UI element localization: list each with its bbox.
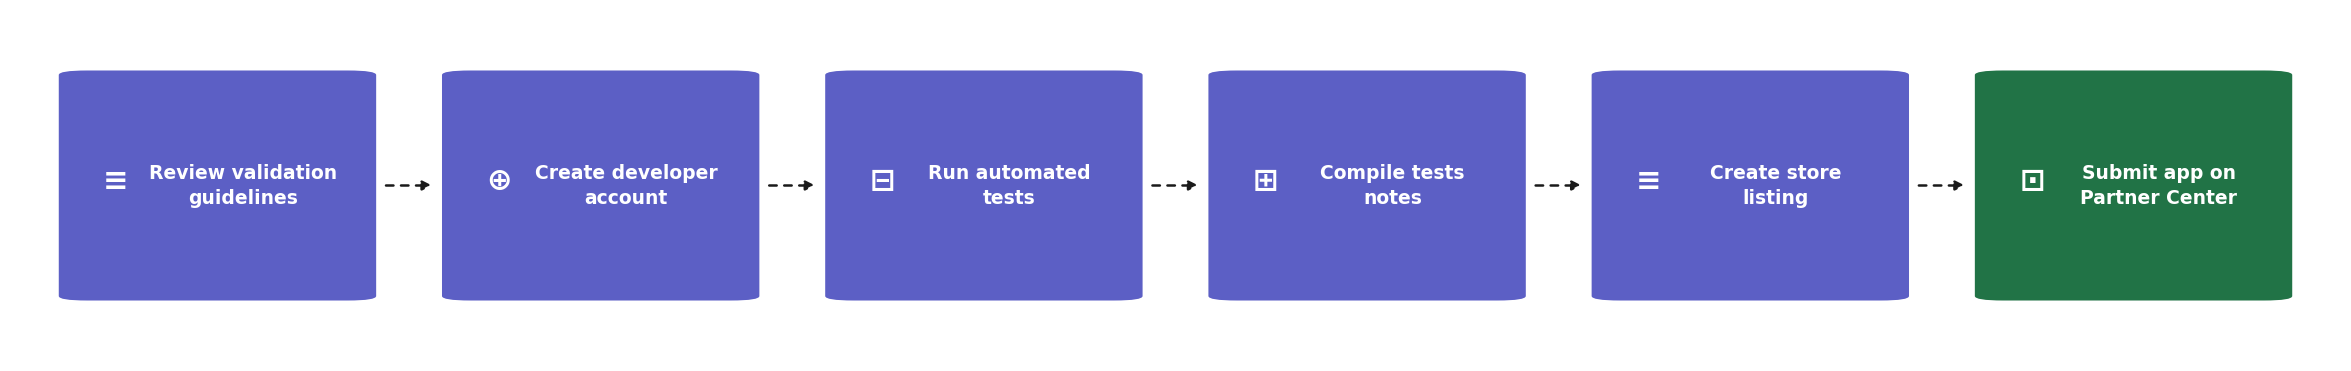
Text: Submit app on
Partner Center: Submit app on Partner Center [2081,164,2238,207]
Text: ≡: ≡ [1636,167,1662,196]
Text: ⊞: ⊞ [1253,167,1279,196]
FancyBboxPatch shape [825,70,1143,301]
Text: ⊡: ⊡ [2020,167,2045,196]
FancyBboxPatch shape [442,70,759,301]
Text: Compile tests
notes: Compile tests notes [1321,164,1465,207]
Text: ⊟: ⊟ [870,167,896,196]
FancyBboxPatch shape [1208,70,1526,301]
FancyBboxPatch shape [1592,70,1909,301]
Text: ⊕: ⊕ [487,167,513,196]
FancyBboxPatch shape [1975,70,2292,301]
Text: Run automated
tests: Run automated tests [929,164,1091,207]
Text: Create developer
account: Create developer account [534,164,717,207]
Text: Review validation
guidelines: Review validation guidelines [148,164,336,207]
FancyBboxPatch shape [59,70,376,301]
Text: Create store
listing: Create store listing [1709,164,1841,207]
Text: ≡: ≡ [103,167,129,196]
